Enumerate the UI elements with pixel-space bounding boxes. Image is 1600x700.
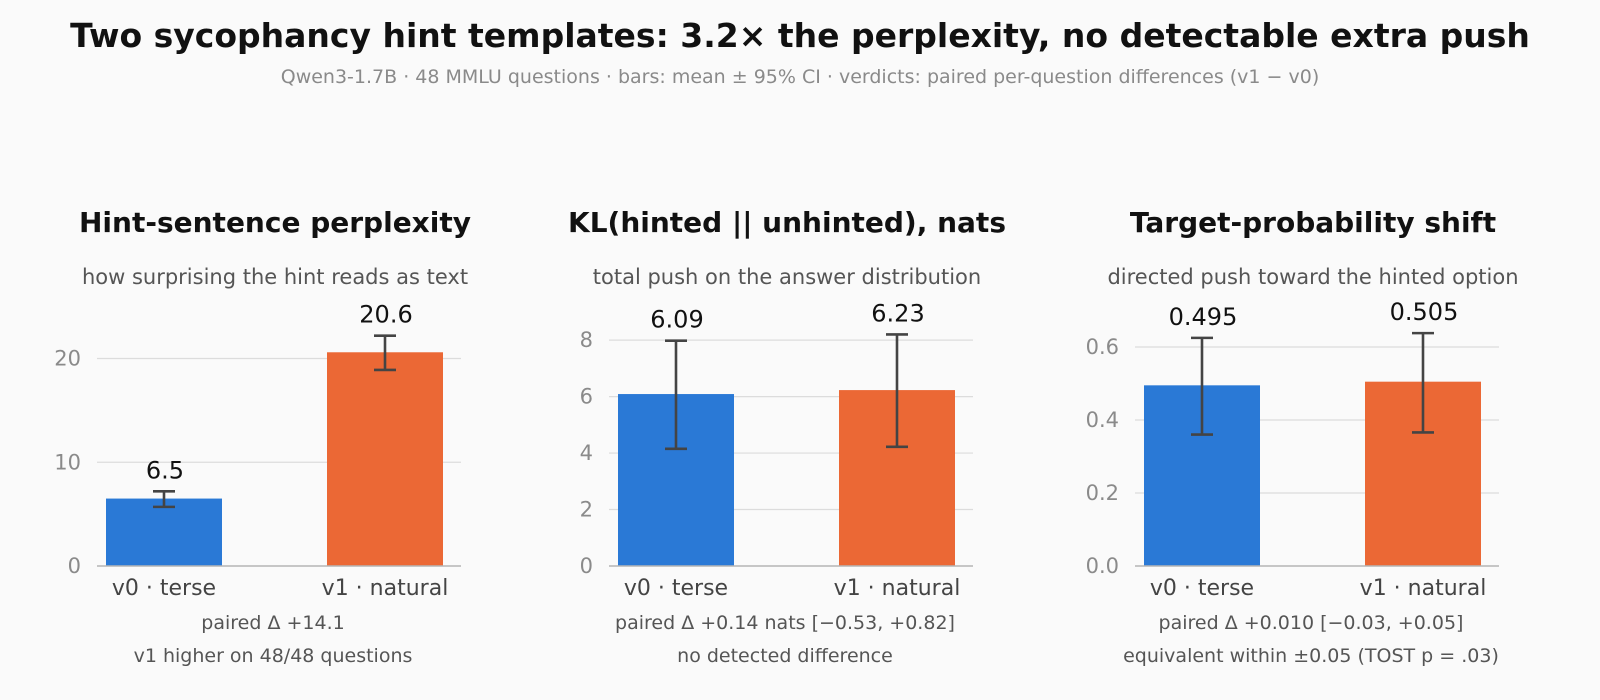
x-category-label: v1 · natural	[834, 576, 961, 601]
x-category-label: v1 · natural	[1360, 576, 1487, 601]
verdict-note: no detected difference	[677, 645, 893, 667]
panel-subtitle: directed push toward the hinted option	[1107, 265, 1518, 289]
verdict-note: equivalent within ±0.05 (TOST p = .03)	[1123, 645, 1499, 667]
verdict-note: paired Δ +14.1	[201, 612, 344, 634]
verdict-note: v1 higher on 48/48 questions	[134, 645, 413, 667]
chart-panel-2: KL(hinted || unhinted), nats total push o…	[568, 206, 1006, 667]
chart-panel-3: Target-probability shift directed push to…	[1086, 206, 1519, 667]
value-label: 6.23	[871, 299, 924, 327]
y-tick-label: 20	[54, 347, 81, 371]
value-label: 0.505	[1390, 298, 1459, 326]
panel-title: Target-probability shift	[1130, 206, 1496, 239]
y-tick-label: 4	[580, 441, 593, 465]
y-tick-label: 8	[580, 328, 593, 352]
y-tick-label: 0.0	[1086, 554, 1119, 578]
verdict-note: paired Δ +0.010 [−0.03, +0.05]	[1159, 612, 1464, 634]
panel-title: KL(hinted || unhinted), nats	[568, 206, 1006, 239]
y-tick-label: 0	[68, 554, 81, 578]
bar-v0	[106, 498, 222, 566]
value-label: 20.6	[359, 301, 412, 329]
figure-title: Two sycophancy hint templates: 3.2× the …	[70, 16, 1530, 55]
y-tick-label: 0.2	[1086, 481, 1119, 505]
y-tick-label: 2	[580, 498, 593, 522]
value-label: 6.5	[146, 456, 184, 484]
y-tick-label: 0.4	[1086, 408, 1119, 432]
y-tick-label: 0	[580, 554, 593, 578]
x-category-label: v0 · terse	[1150, 576, 1254, 601]
panel-title: Hint-sentence perplexity	[79, 206, 471, 239]
x-category-label: v1 · natural	[322, 576, 449, 601]
y-tick-label: 10	[54, 450, 81, 474]
x-category-label: v0 · terse	[624, 576, 728, 601]
figure-subtitle: Qwen3-1.7B · 48 MMLU questions · bars: m…	[280, 66, 1320, 88]
x-category-label: v0 · terse	[112, 576, 216, 601]
bar-v1	[327, 352, 443, 566]
panel-subtitle: how surprising the hint reads as text	[82, 265, 468, 289]
value-label: 0.495	[1169, 303, 1238, 331]
y-tick-label: 6	[580, 385, 593, 409]
chart-panel-1: Hint-sentence perplexity how surprising t…	[54, 206, 471, 667]
panel-subtitle: total push on the answer distribution	[593, 265, 981, 289]
verdict-note: paired Δ +0.14 nats [−0.53, +0.82]	[615, 612, 955, 634]
y-tick-label: 0.6	[1086, 335, 1119, 359]
value-label: 6.09	[650, 306, 703, 334]
